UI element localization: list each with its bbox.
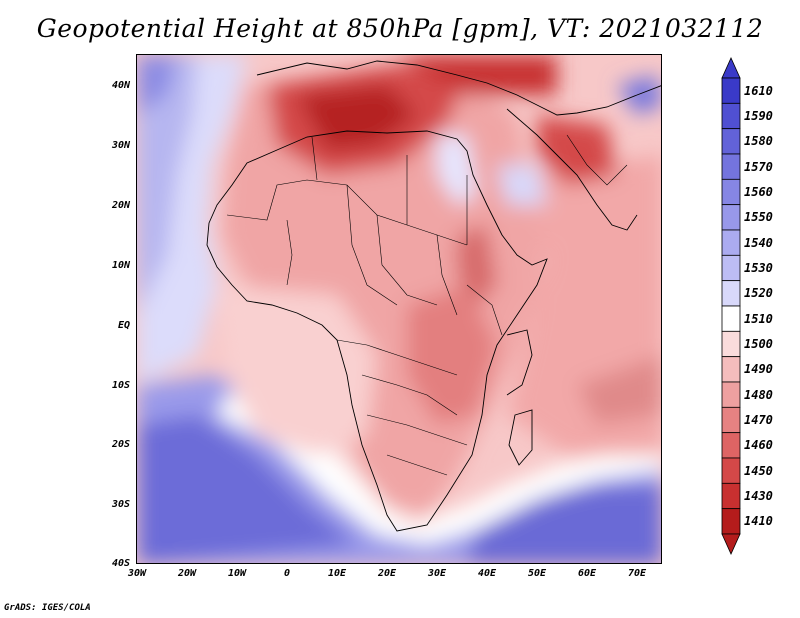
- lat-label-eq: EQ: [117, 320, 130, 331]
- lat-label-20s: 20S: [111, 439, 130, 450]
- colorbar-swatch: [721, 330, 741, 358]
- colorbar-bottom-arrow: [721, 533, 741, 555]
- lon-label-30w: 30W: [127, 568, 147, 579]
- colorbar-level-label: 1530: [744, 261, 773, 275]
- colorbar-top-arrow: [721, 57, 741, 79]
- lat-label-40n: 40N: [111, 80, 130, 91]
- lat-label-30s: 30S: [111, 499, 130, 510]
- lat-label-20n: 20N: [111, 200, 130, 211]
- colorbar-level-label: 1460: [744, 438, 773, 453]
- colorbar-level-label: 1560: [744, 185, 773, 199]
- colorbar-level-label: 1500: [744, 337, 773, 351]
- colorbar-swatch: [721, 128, 741, 155]
- colorbar-swatch: [721, 229, 741, 256]
- colorbar-level-label: 1580: [744, 134, 773, 149]
- colorbar-swatch: [721, 381, 741, 408]
- colorbar-level-label: 1550: [744, 210, 773, 225]
- colorbar-swatch: [721, 508, 741, 535]
- colorbar-swatch: [721, 254, 741, 282]
- lon-label-70e: 70E: [627, 568, 647, 579]
- colorbar-level-label: 1610: [744, 83, 773, 98]
- colorbar-level-label: 1590: [744, 109, 773, 123]
- colorbar-level-label: 1540: [744, 235, 773, 250]
- colorbar-swatch: [721, 406, 741, 434]
- lat-label-40s: 40S: [111, 558, 130, 569]
- colorbar-level-label: 1430: [744, 489, 773, 503]
- lat-label-10s: 10S: [111, 380, 130, 391]
- colorbar-swatch: [721, 457, 741, 484]
- colorbar-swatch: [721, 204, 741, 231]
- lon-label-40e: 40E: [477, 568, 497, 579]
- lon-label-20w: 20W: [177, 568, 197, 579]
- colorbar-swatch: [721, 77, 741, 104]
- colorbar-swatch: [721, 482, 741, 510]
- lat-label-30n: 30N: [111, 140, 130, 151]
- lon-label-20e: 20E: [377, 568, 397, 579]
- colorbar-swatch: [721, 178, 741, 206]
- borders: [226, 134, 628, 476]
- colorbar-level-label: 1490: [744, 362, 773, 377]
- lon-label-0: 0: [283, 568, 291, 579]
- colorbar-level-label: 1410: [744, 514, 773, 529]
- map-panel: [136, 54, 662, 564]
- colorbar-level-label: 1520: [744, 286, 773, 301]
- colorbar-level-label: 1470: [744, 413, 773, 427]
- height-field-map: [137, 55, 661, 563]
- colorbar-level-label: 1480: [744, 387, 773, 402]
- colorbar-level-label: 1450: [744, 463, 773, 478]
- colorbar-swatch: [721, 305, 741, 332]
- lon-label-30e: 30E: [427, 568, 447, 579]
- lon-label-10e: 10E: [327, 568, 347, 579]
- colorbar-swatch: [721, 432, 741, 459]
- credit-text: GrADS: IGES/COLA: [4, 603, 91, 613]
- colorbar: [721, 57, 741, 555]
- lon-label-50e: 50E: [527, 568, 547, 579]
- map-title: Geopotential Height at 850hPa [gpm], VT:…: [36, 14, 764, 43]
- colorbar-swatch: [721, 102, 741, 130]
- colorbar-swatch: [721, 356, 741, 383]
- colorbar-level-label: 1510: [744, 311, 773, 326]
- coastlines: [206, 60, 661, 532]
- lon-label-60e: 60E: [577, 568, 597, 579]
- lon-label-10w: 10W: [227, 568, 247, 579]
- colorbar-swatch: [721, 280, 741, 307]
- lat-label-10n: 10N: [111, 260, 130, 271]
- colorbar-level-label: 1570: [744, 159, 773, 174]
- colorbar-swatch: [721, 153, 741, 180]
